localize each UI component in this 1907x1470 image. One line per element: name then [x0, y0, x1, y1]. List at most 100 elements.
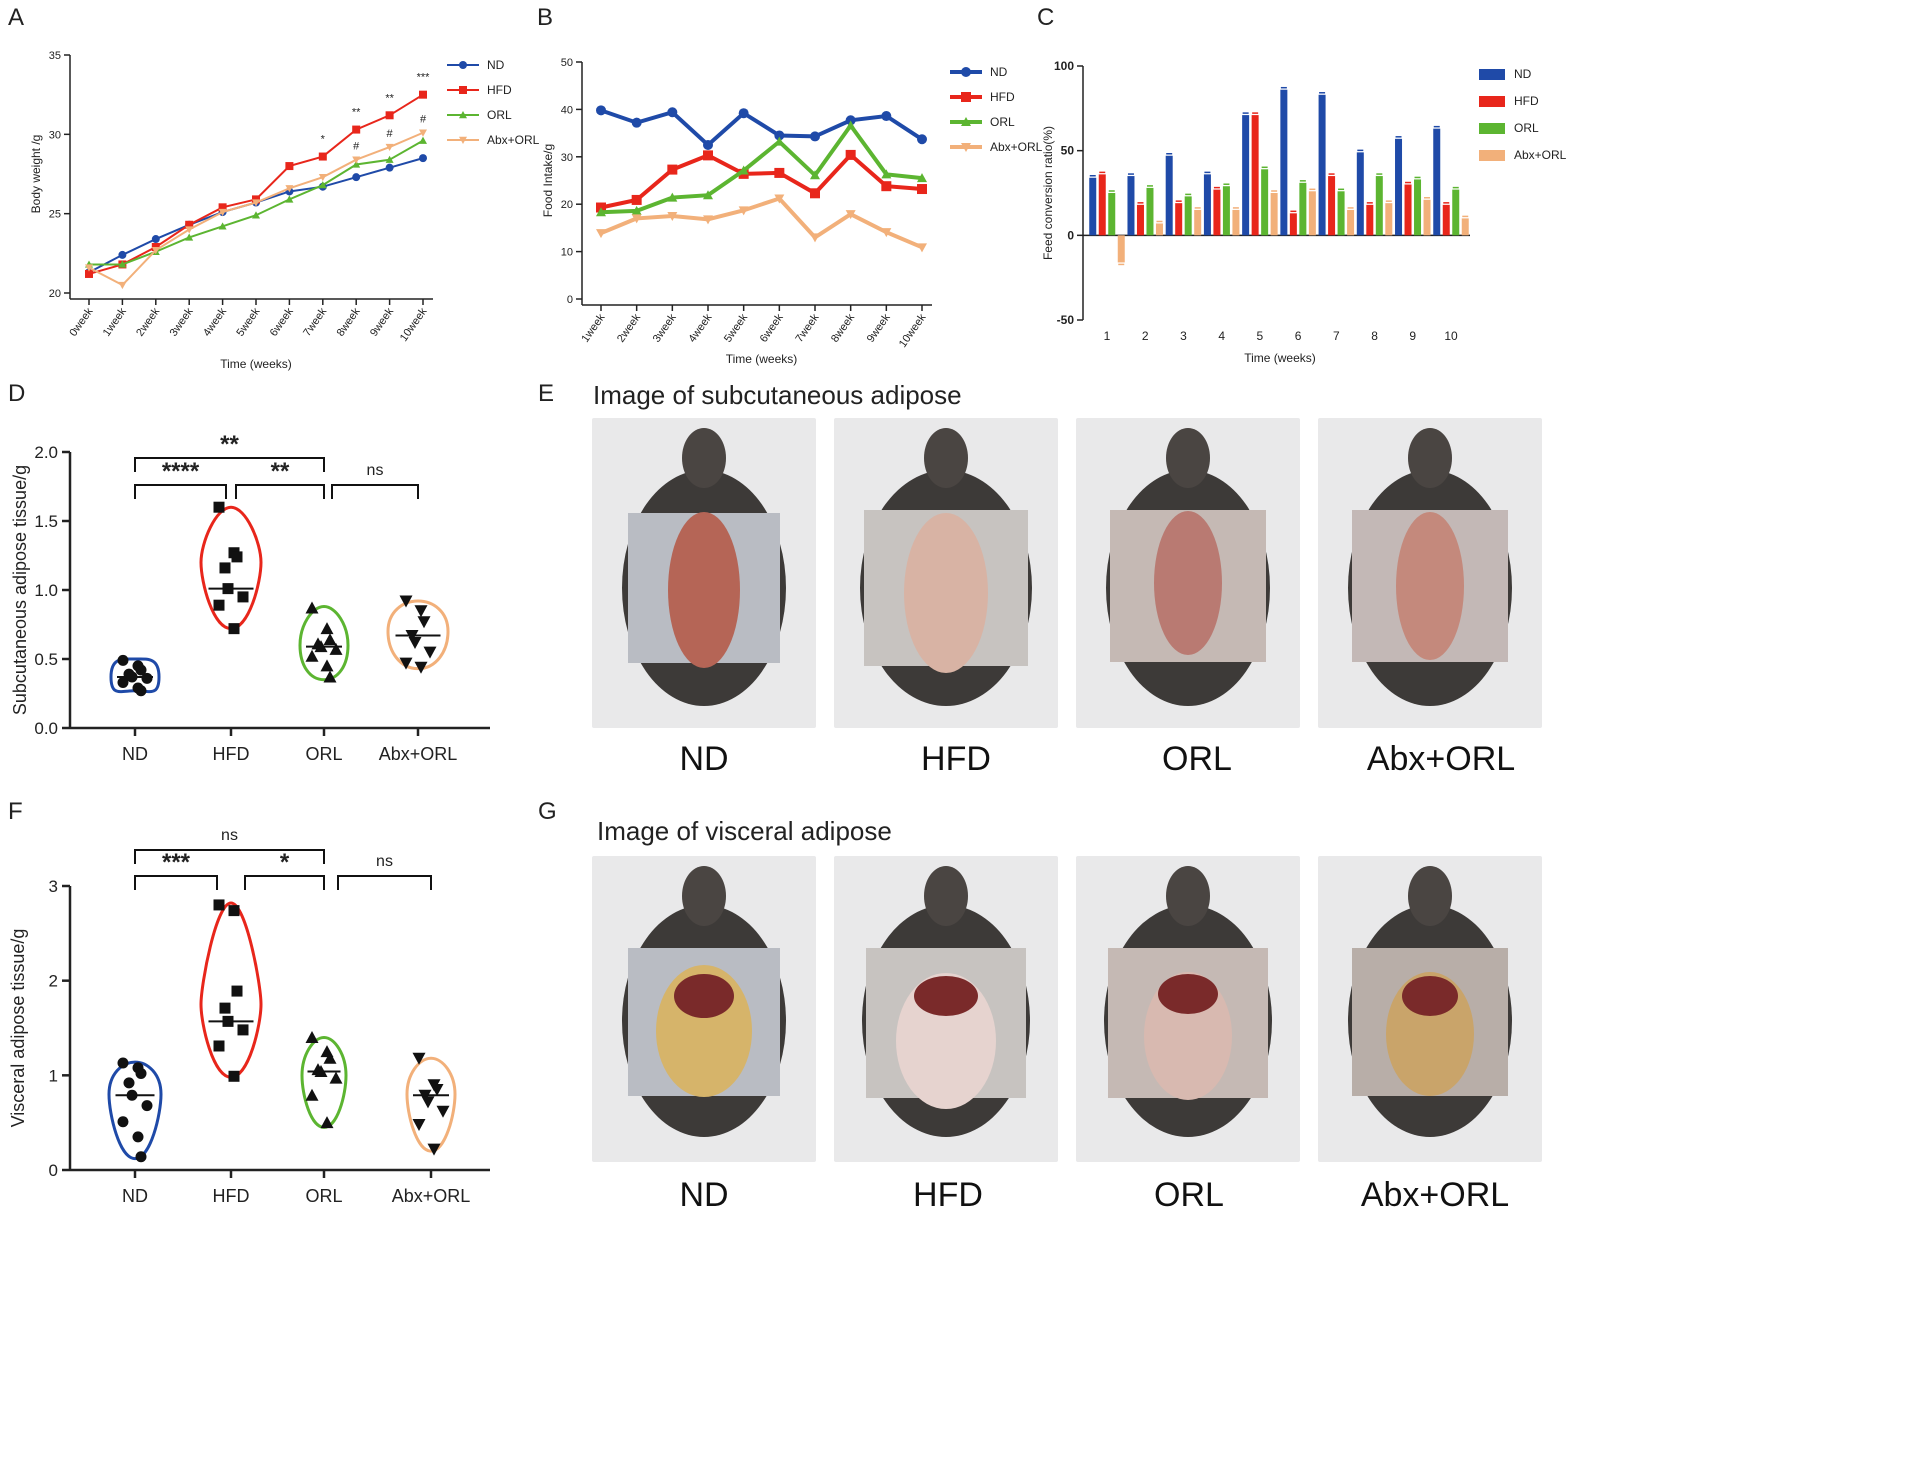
- chart-a-point: [218, 208, 227, 217]
- chart-b-point: [738, 206, 749, 216]
- chart-a-x-tick-label: 3week: [168, 305, 196, 338]
- chart-d-x-tick-label: ORL: [305, 744, 342, 764]
- chart-a-y-tick-label: 25: [49, 209, 61, 221]
- chart-a-point: [385, 143, 394, 152]
- chart-c-y-tick-label: -50: [1057, 313, 1075, 327]
- chart-a-point: [118, 281, 127, 290]
- chart-d-point: [222, 583, 234, 595]
- chart-f-point: [305, 1088, 319, 1101]
- chart-f-point: [305, 1030, 319, 1043]
- chart-d-y-tick-label: 0.0: [34, 719, 58, 738]
- chart-a-point: [252, 195, 260, 204]
- chart-b-x-tick-label: 5week: [722, 311, 750, 344]
- chart-f-x-tick-label: ORL: [305, 1186, 342, 1206]
- chart-b-y-label: Food Intake/g: [541, 144, 555, 217]
- chart-a-point: [352, 173, 361, 182]
- chart-a-significance-mark: #: [353, 141, 360, 153]
- chart-c-y-tick-label: 100: [1054, 59, 1074, 73]
- chart-f-point: [117, 1057, 129, 1069]
- chart-b-point: [667, 164, 678, 175]
- chart-f-point: [228, 1070, 240, 1082]
- chart-a-point: [318, 182, 327, 191]
- chart-b-y-tick-label: 0: [567, 294, 573, 306]
- chart-f-point: [135, 1067, 147, 1079]
- chart-a-x-tick-label: 5week: [234, 305, 262, 338]
- chart-c-y-tick-label: 50: [1061, 144, 1075, 158]
- chart-d-point: [117, 654, 129, 666]
- chart-a-point: [252, 198, 260, 207]
- chart-c-bar: [1375, 176, 1383, 236]
- subcutaneous-photo-title: Image of subcutaneous adipose: [593, 380, 962, 410]
- chart-d-point: [311, 637, 325, 650]
- photo-subcutaneous-hfd: [834, 418, 1058, 728]
- chart-f-point: [213, 1040, 225, 1052]
- chart-a-point: [285, 187, 294, 196]
- chart-b-legend-label: HFD: [990, 90, 1015, 104]
- chart-a-legend-marker: [459, 86, 467, 94]
- photo-visceral-hfd: [834, 856, 1058, 1162]
- chart-b-point: [631, 205, 642, 215]
- chart-c-x-label: Time (weeks): [1244, 351, 1316, 365]
- chart-f-bracket: [244, 875, 325, 890]
- chart-c-x-tick-label: 2: [1142, 329, 1149, 343]
- chart-d-point: [231, 551, 243, 563]
- chart-d-point: [305, 601, 319, 614]
- chart-b-point: [596, 202, 606, 213]
- chart-a-legend-label: Abx+ORL: [487, 133, 540, 147]
- chart-a-series-line-3: [88, 131, 424, 287]
- chart-c-bar: [1442, 204, 1450, 236]
- chart-a-point: [185, 226, 194, 234]
- chart-c-bar: [1146, 187, 1154, 236]
- photo-label-visceral-hfd: HFD: [913, 1176, 983, 1214]
- chart-b-point: [738, 108, 749, 119]
- chart-d-bracket: [331, 484, 419, 499]
- chart-c-x-tick-label: 8: [1371, 329, 1378, 343]
- chart-a-point: [352, 125, 361, 134]
- chart-b-x-tick-label: 10week: [897, 311, 929, 349]
- chart-d-x-tick-label: HFD: [213, 744, 250, 764]
- chart-f-point: [132, 1062, 144, 1074]
- chart-c-bar: [1366, 204, 1374, 236]
- chart-b-point: [631, 117, 642, 128]
- chart-c-bar: [1222, 186, 1230, 236]
- chart-a-x-tick-label: 1week: [101, 305, 129, 338]
- chart-b-x-tick-label: 7week: [793, 311, 821, 344]
- chart-d-point: [405, 630, 419, 643]
- photo-label-subcutaneous-orl: ORL: [1162, 740, 1232, 778]
- chart-c-bar: [1089, 177, 1097, 236]
- chart-a-x-label: Time (weeks): [220, 357, 292, 371]
- chart-c-y-label: Feed conversion ratio(%): [1041, 126, 1055, 260]
- chart-b-legend-marker: [961, 92, 971, 102]
- chart-f-point: [219, 1002, 231, 1014]
- chart-a-point: [218, 208, 227, 217]
- chart-d-significance-label: ns: [367, 462, 384, 479]
- photo-subcutaneous-orl: [1076, 418, 1300, 728]
- chart-f-point: [427, 1079, 441, 1092]
- chart-a-point: [318, 181, 327, 189]
- chart-a-significance-mark: #: [387, 128, 394, 140]
- photo-visceral-abx-orl: [1318, 856, 1542, 1162]
- chart-b-point: [917, 243, 927, 253]
- chart-b-point: [845, 210, 856, 220]
- chart-c-bar: [1423, 199, 1431, 236]
- chart-b-point: [881, 228, 892, 238]
- chart-d-point: [213, 501, 225, 513]
- chart-f-point: [421, 1096, 435, 1109]
- chart-b-point: [845, 115, 856, 126]
- chart-a-legend-label: HFD: [487, 83, 512, 97]
- chart-d-point: [323, 670, 337, 683]
- chart-b-legend-marker: [961, 143, 971, 152]
- chart-c-bar: [1155, 223, 1163, 236]
- chart-a-series-line-0: [88, 157, 424, 274]
- visceral-photo-title: Image of visceral adipose: [597, 816, 892, 846]
- chart-c-bar: [1337, 191, 1345, 236]
- chart-f-point: [436, 1105, 450, 1118]
- chart-d-y-tick-label: 1.5: [34, 512, 58, 531]
- chart-a-point: [318, 152, 327, 161]
- chart-b-point: [667, 192, 678, 202]
- chart-b-point: [881, 181, 892, 192]
- chart-d-point: [132, 660, 144, 672]
- chart-a-point: [385, 155, 394, 163]
- chart-c-x-tick-label: 9: [1409, 329, 1416, 343]
- chart-b-point: [810, 233, 820, 243]
